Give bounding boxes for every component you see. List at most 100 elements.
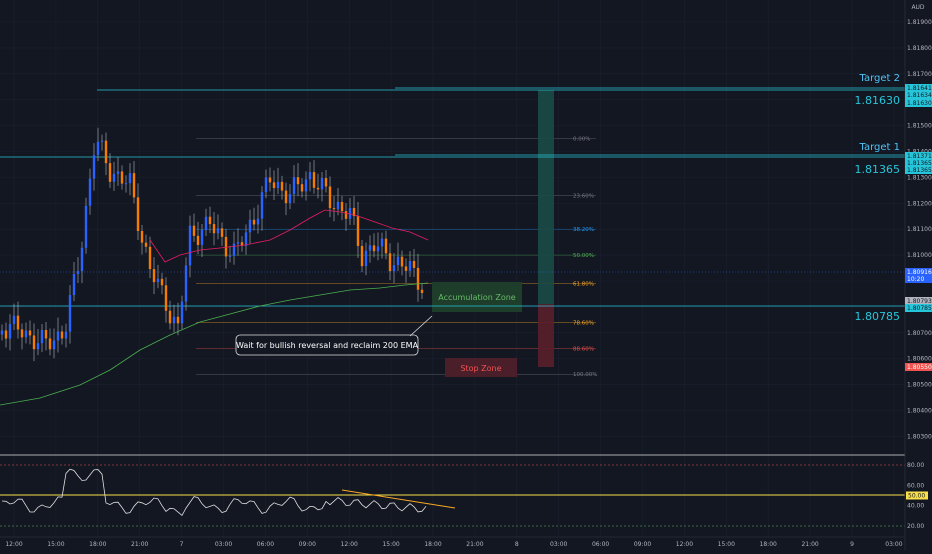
time-scale[interactable]: 12:00 15:00 18:00 21:00 7 03:00 06:00 09:00 12:0… [5, 541, 902, 548]
candles [0, 127, 424, 362]
candle-body [352, 207, 356, 217]
fib-level-label: 23.60% [573, 194, 594, 200]
time-tick-label: 03:00 [885, 541, 902, 548]
accumulation-zone[interactable] [432, 282, 522, 312]
price-tag [905, 268, 932, 276]
candle-body [324, 178, 328, 187]
candle-body [288, 194, 292, 204]
candle-body [124, 183, 128, 185]
price-tag-label: 1.81365 [907, 167, 932, 174]
rsi-line [1, 468, 427, 517]
price-tag-label: 1.81365 [907, 160, 932, 167]
candle-body [268, 177, 272, 183]
candle-body [336, 201, 340, 210]
time-tick-label: 18:00 [760, 541, 777, 548]
candle-body [32, 335, 36, 350]
price-tick-label: 1.80300 [907, 433, 932, 440]
price-tag-label: 10:20 [907, 276, 924, 283]
candle-body [384, 238, 388, 254]
candle-body [84, 205, 88, 248]
price-tag [905, 297, 932, 305]
candle-body [256, 218, 260, 225]
candle-body [48, 338, 52, 350]
candle-body [200, 230, 204, 245]
price-tick-label: 1.81100 [907, 226, 932, 233]
candle-body [328, 186, 332, 209]
candle-body [72, 274, 76, 296]
fib-level-label: 50.00% [573, 253, 594, 259]
candle-body [396, 256, 400, 266]
candle-body [148, 246, 152, 270]
candle-body [156, 278, 160, 283]
candle-body [312, 172, 316, 188]
stop-range [538, 304, 554, 367]
callout-pointer [409, 315, 433, 337]
candle-body [248, 219, 252, 233]
price-tag [905, 166, 932, 174]
callout[interactable]: Wait for bullish reversal and reclaim 20… [235, 315, 433, 356]
candle-body [60, 331, 64, 339]
price-tag [905, 304, 932, 312]
candle-body [180, 301, 184, 324]
candle-body [252, 219, 256, 225]
candle-body [52, 340, 56, 350]
candle-body [120, 171, 124, 184]
candle-body [128, 173, 132, 184]
candle-body [172, 316, 176, 324]
price-tag-label: 1.80550 [907, 364, 932, 371]
price-tag-label: 1.81641 [907, 85, 932, 92]
candle-body [296, 177, 300, 185]
rsi-tick-label: 80.00 [907, 462, 924, 469]
price-tag [905, 91, 932, 99]
candle-body [76, 271, 80, 275]
candle-body [108, 163, 112, 182]
stop-zone[interactable] [445, 358, 517, 377]
candle-body [304, 179, 308, 192]
candle-body [164, 285, 168, 311]
candle-body [160, 278, 164, 286]
candle-body [236, 242, 240, 244]
candle-body [112, 173, 116, 182]
callout-box [235, 334, 419, 356]
rsi-tick-label: 50.00 [908, 492, 925, 499]
candle-body [348, 207, 352, 219]
time-tick-label: 18:00 [89, 541, 106, 548]
candle-body [208, 216, 212, 225]
price-tick-label: 1.81800 [907, 45, 932, 52]
candle-body [216, 228, 220, 234]
candle-body [0, 330, 4, 335]
price-tags: 1.816411.816341.816301.813711.813651.813… [905, 84, 932, 371]
candle-body [368, 245, 372, 251]
candle-body [80, 247, 84, 272]
candle-body [64, 331, 68, 339]
candle-body [40, 329, 44, 344]
rsi-trendline[interactable] [341, 489, 456, 509]
time-tick-label: 9 [850, 541, 854, 548]
price-tick-label: 1.81700 [907, 71, 932, 78]
fib-level-label: 0.00% [573, 137, 590, 143]
price-tick-label: 1.80600 [907, 356, 932, 363]
currency-label: AUD [911, 4, 924, 11]
candle-body [28, 330, 32, 336]
candle-body [104, 140, 108, 164]
candle-body [188, 225, 192, 266]
candle-body [240, 242, 244, 246]
price-tick-label: 1.80500 [907, 382, 932, 389]
candle-body [140, 230, 144, 243]
candle-body [136, 197, 140, 231]
candle-body [232, 243, 236, 256]
candle-body [388, 253, 392, 272]
rsi-50-tag [906, 491, 928, 500]
fib-level-label: 88.60% [573, 346, 594, 352]
grid [0, 0, 905, 537]
candle-body [260, 192, 264, 219]
target2-title: Target 2 [859, 73, 900, 84]
candle-body [192, 225, 196, 236]
target-zone [538, 90, 554, 304]
time-tick-label: 12:00 [5, 541, 22, 548]
price-tick-label: 1.81300 [907, 174, 932, 181]
candle-body [404, 266, 408, 271]
time-tick-label: 03:00 [550, 541, 567, 548]
